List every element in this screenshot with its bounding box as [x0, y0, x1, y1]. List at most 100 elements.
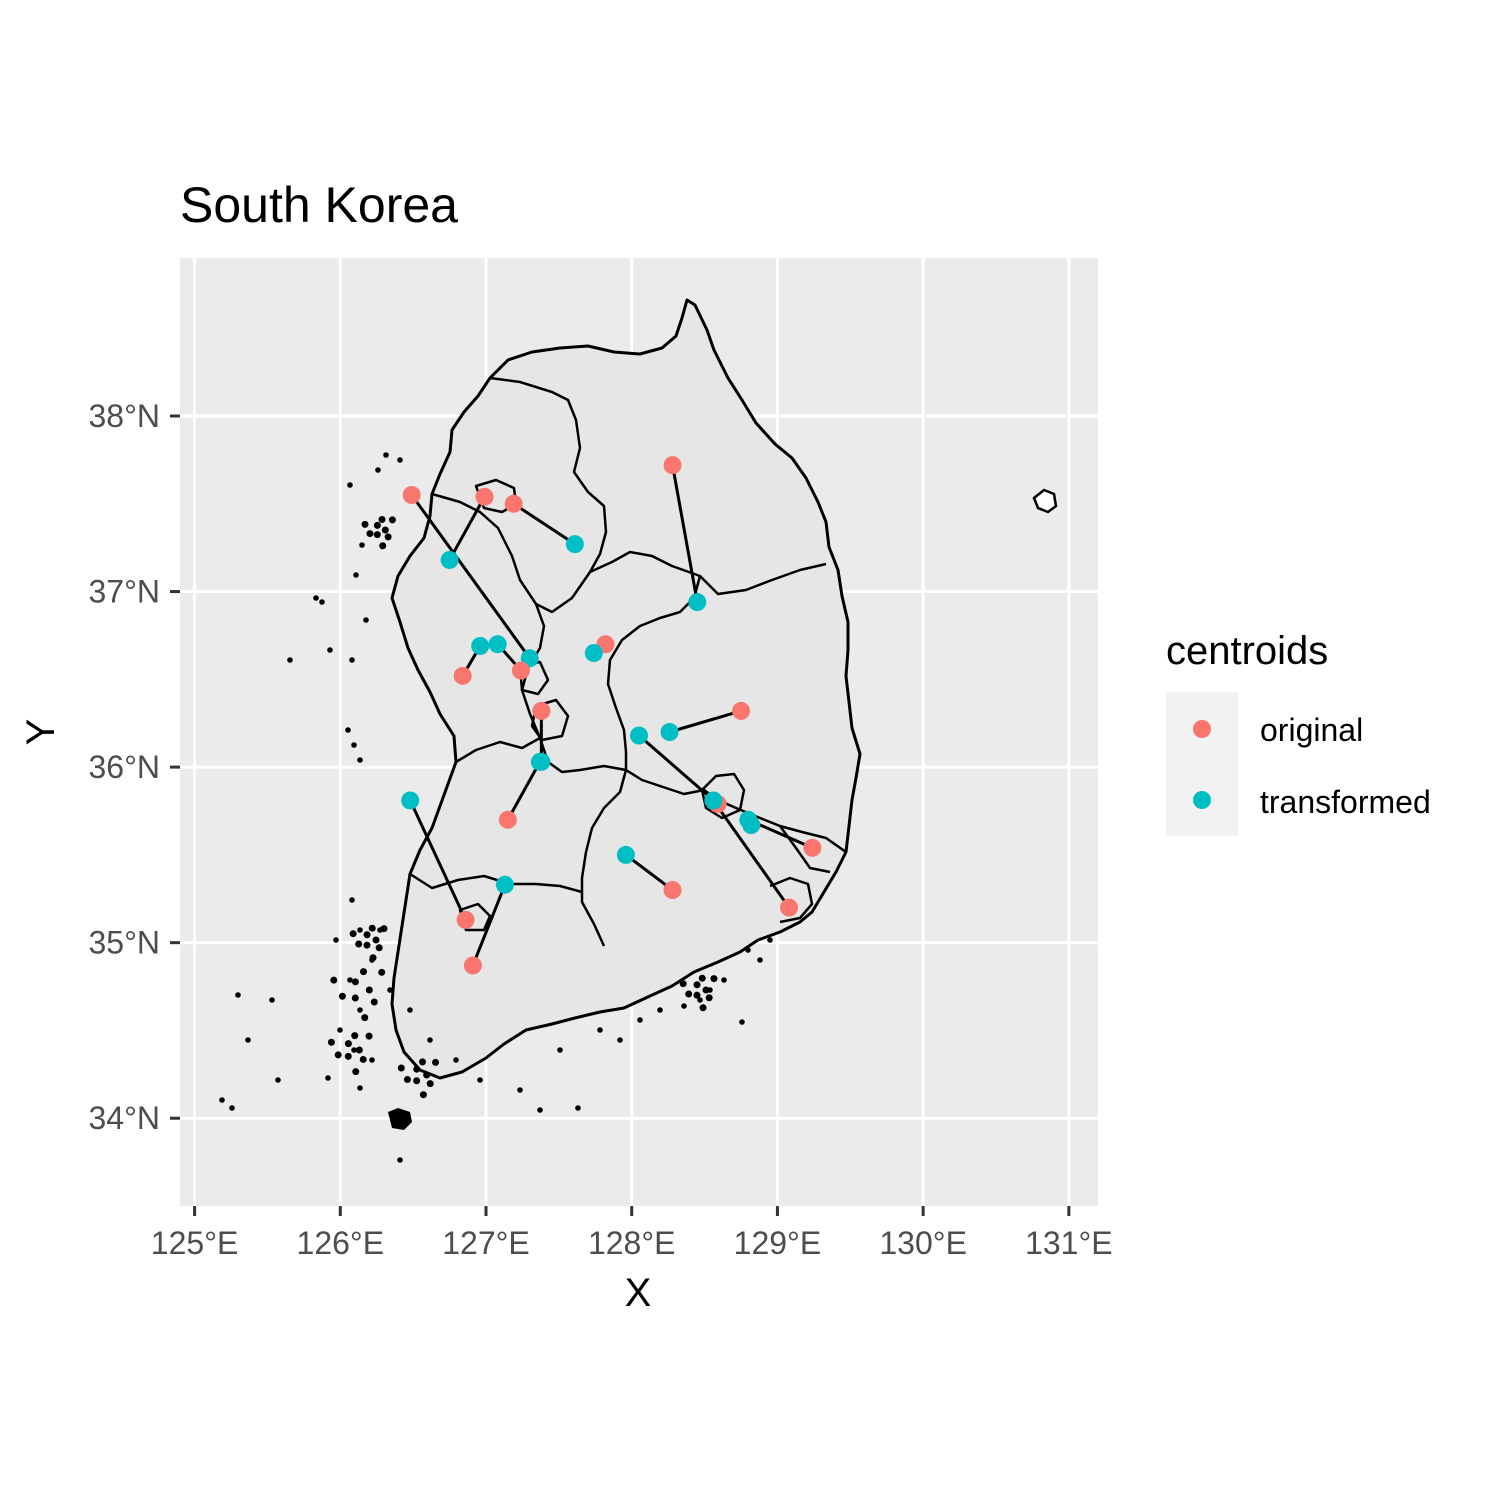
island-dot [334, 1051, 342, 1059]
x-tick-label: 131°E [1025, 1225, 1113, 1261]
island-dot [375, 944, 383, 952]
y-tick-label: 36°N [89, 749, 161, 785]
original-centroid-point [402, 486, 421, 504]
legend-key-transformed [1193, 791, 1211, 809]
legend: centroids original transformed [1166, 629, 1431, 836]
island-dot [353, 572, 359, 578]
island-dot [617, 1037, 623, 1043]
transformed-centroid-point [688, 593, 707, 612]
x-tick-label: 127°E [442, 1225, 530, 1261]
island-dot [378, 968, 386, 976]
island-dot [426, 1080, 434, 1088]
island-dot [352, 1068, 360, 1076]
island-dot [721, 977, 727, 983]
island-dot [380, 925, 388, 933]
island-dot [432, 1058, 440, 1066]
centroid-link [506, 761, 542, 821]
island-dot [369, 954, 377, 962]
island-dot [366, 530, 374, 538]
island-dot [369, 1057, 375, 1063]
island-dot [383, 452, 389, 458]
island-dot [413, 1077, 421, 1085]
island-dot [373, 521, 381, 529]
boundary-chungbuk-west [520, 603, 627, 774]
island-dot [235, 992, 241, 998]
island-dot [370, 998, 378, 1006]
transformed-centroid-point [742, 816, 761, 835]
centroid-link [410, 494, 531, 660]
centroid-link [408, 799, 467, 921]
transformed-centroid-point [471, 636, 490, 655]
island-dot [357, 757, 363, 763]
boundary-gyeongbuk-south [625, 768, 847, 854]
island-dot [344, 1040, 352, 1048]
island-dot [427, 1037, 433, 1043]
island-dot [245, 1037, 251, 1043]
island-dot [739, 1019, 745, 1025]
boundary-chungnam-south [455, 736, 541, 764]
island-dot [710, 975, 718, 983]
x-tick-label: 129°E [734, 1225, 822, 1261]
island-dot [767, 937, 773, 943]
legend-label-transformed: transformed [1260, 784, 1431, 820]
island-dot [698, 974, 706, 982]
island-dot [379, 542, 387, 550]
boundary-chungbuk-east [606, 575, 702, 770]
original-centroid-point [532, 701, 551, 720]
island-dot [319, 599, 325, 605]
transformed-centroid-point [616, 845, 635, 864]
island-dot [693, 991, 701, 999]
island-dot [679, 980, 687, 988]
original-centroid-point [504, 494, 523, 513]
original-centroid-point [780, 898, 799, 917]
island-dot [368, 924, 376, 932]
jeju-island [388, 1108, 412, 1130]
x-tick-label: 126°E [297, 1225, 385, 1261]
boundary-gangwon-west [489, 376, 608, 573]
island-dot [351, 978, 359, 986]
transformed-centroid-point [565, 535, 584, 554]
transformed-centroid-point [704, 791, 723, 810]
original-centroid-point [732, 701, 750, 720]
original-centroid-point [511, 661, 530, 680]
island-dot [575, 1105, 581, 1111]
island-dot [275, 1077, 281, 1083]
island-dot [333, 937, 339, 943]
island-dot [757, 957, 763, 963]
transformed-centroid-point [630, 726, 648, 745]
chart-title: South Korea [180, 177, 458, 233]
island-dot [351, 1047, 357, 1053]
island-dot [347, 482, 353, 488]
island-dot [219, 1097, 225, 1103]
island-dot [349, 897, 355, 903]
x-tick-label: 128°E [588, 1225, 676, 1261]
island-dot [419, 1091, 427, 1099]
transformed-centroid-point [584, 644, 603, 662]
island-dot [349, 657, 355, 663]
y-tick-label: 34°N [89, 1100, 161, 1136]
transformed-centroid-point [530, 752, 549, 771]
island-dot [397, 457, 403, 463]
boundary-gyeongnam-west [580, 769, 628, 947]
island-dot [337, 1027, 343, 1033]
x-tick-label: 130°E [879, 1225, 967, 1261]
island-dot [345, 727, 351, 733]
island-dot [407, 1007, 413, 1013]
island-dot [361, 520, 369, 528]
coastal-islands [219, 452, 1058, 1163]
boundary-daejeon [530, 698, 570, 742]
island-dot [338, 992, 346, 1000]
legend-key-original [1193, 720, 1211, 738]
island-dot [269, 997, 275, 1003]
island-dot [327, 647, 333, 653]
centroid-link [471, 884, 507, 967]
island-dot [363, 931, 371, 939]
island-dot [344, 1052, 352, 1060]
island-dot [361, 1014, 369, 1022]
x-tick-label: 125°E [151, 1225, 239, 1261]
island-dot [365, 1032, 373, 1040]
island-dot [702, 986, 710, 994]
boundary-busan [769, 876, 814, 924]
island-dot [359, 968, 367, 976]
centroid-link [712, 799, 791, 909]
